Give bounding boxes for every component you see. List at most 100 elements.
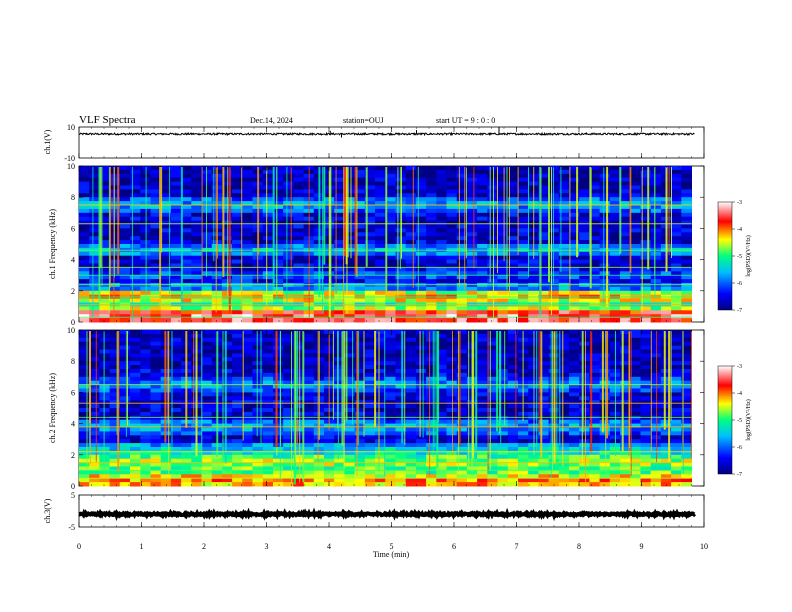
spectrogram-cell	[334, 286, 345, 292]
spectrogram-cell	[283, 283, 294, 288]
spectrogram-cell	[150, 404, 162, 409]
spectrogram-cell	[558, 169, 570, 175]
spectrogram-cell	[507, 337, 519, 343]
spectrogram-cell	[487, 400, 498, 405]
spectrogram-cell	[650, 478, 662, 483]
spectrogram-cell	[283, 454, 294, 460]
spectrogram-cell	[558, 392, 570, 397]
spectrogram-cell	[344, 197, 356, 202]
spectrogram-cell	[109, 419, 121, 425]
spectrogram-cell	[660, 404, 672, 409]
spectrogram-cell	[324, 462, 335, 467]
spectrogram-cell	[599, 208, 611, 214]
spectrogram-cell	[620, 177, 631, 183]
spectrogram-cell	[303, 470, 315, 475]
spectrogram-cell	[671, 411, 682, 417]
spectrogram-cell	[405, 212, 417, 218]
spectrogram-cell	[242, 173, 253, 179]
spectrogram-cell	[477, 372, 488, 378]
spectrogram-cell	[283, 478, 294, 483]
spectrogram-cell	[589, 376, 601, 382]
spectrogram-cell	[283, 290, 294, 296]
spectrogram-cell	[344, 169, 356, 175]
spectrogram-cell	[650, 392, 662, 397]
spectrogram-cell	[262, 349, 274, 354]
spectrogram-cell	[579, 197, 590, 202]
spectrogram-cell	[456, 419, 468, 425]
spectrogram-cell	[660, 419, 672, 425]
spectrogram-cell	[630, 396, 641, 401]
spectrogram-cell	[211, 458, 223, 464]
spectrogram-cell	[232, 419, 243, 425]
spectrogram-cell	[630, 408, 641, 413]
spectrogram-cell	[415, 263, 427, 268]
spectrogram-cell	[630, 330, 641, 335]
spectrogram-cell	[446, 427, 458, 432]
spectrogram-cell	[181, 447, 192, 452]
spectrogram-cell	[446, 404, 458, 409]
spectrogram-cell	[630, 419, 641, 425]
spectrogram-cell	[109, 474, 121, 479]
spectrogram-cell	[569, 201, 580, 206]
spectrogram-cell	[599, 396, 611, 401]
spectrogram-cell	[181, 474, 192, 479]
spectrogram-cell	[620, 439, 631, 444]
spectrogram-cell	[660, 286, 672, 292]
spectrogram-cell	[436, 169, 447, 175]
spectrogram-cell	[334, 462, 345, 467]
spectrogram-cell	[119, 189, 131, 194]
spectrogram-cell	[405, 279, 417, 284]
spectrogram-cell	[487, 173, 498, 179]
spectrogram-cell	[650, 466, 662, 471]
spectrogram-cell	[130, 400, 141, 405]
spectrogram-cell	[99, 478, 111, 483]
spectrogram-cell	[579, 333, 590, 339]
spectrogram-cell	[477, 411, 488, 417]
spectrogram-cell	[160, 236, 172, 241]
spectrogram-cell	[620, 388, 631, 393]
spectrogram-cell	[630, 369, 641, 374]
spectrogram-cell	[620, 357, 631, 362]
spectrogram-cell	[609, 259, 621, 264]
spectrogram-cell	[681, 205, 692, 210]
spectrogram-cell	[405, 251, 417, 257]
spectrogram-cell	[242, 298, 253, 303]
spectrogram-cell	[140, 349, 151, 354]
spectrogram-cell	[283, 286, 294, 292]
spectrogram-cell	[201, 380, 213, 386]
spectrogram-cell	[681, 478, 692, 483]
spectrogram-cell	[344, 189, 356, 194]
spectrogram-cell	[415, 431, 427, 436]
spectrogram-cell	[262, 411, 274, 417]
spectrogram-cell	[79, 400, 90, 405]
spectrogram-cell	[344, 267, 356, 272]
spectrogram-cell	[456, 482, 468, 487]
spectrogram-cell	[477, 271, 488, 276]
spectrogram-cell	[436, 205, 447, 210]
spectrogram-cell	[232, 435, 243, 440]
spectrogram-cell	[538, 454, 550, 460]
spectrogram-cell	[252, 450, 264, 456]
spectrogram-cell	[252, 411, 264, 417]
spectrogram-cell	[487, 435, 498, 440]
spectrogram-cell	[640, 333, 652, 339]
spectrogram-cell	[262, 447, 274, 452]
spectrogram-cell	[303, 435, 315, 440]
spectrogram-cell	[89, 181, 100, 186]
spectrogram-cell	[364, 408, 376, 413]
spectrogram-cell	[313, 454, 325, 460]
spectrogram-cell	[507, 462, 519, 467]
spectrogram-cell	[620, 236, 631, 241]
spectrogram-cell	[119, 310, 131, 315]
spectrogram-cell	[660, 279, 672, 284]
spectrogram-cell	[211, 279, 223, 284]
spectrogram-cell	[650, 228, 662, 233]
spectrogram-cell	[487, 244, 498, 249]
y-tick-label: -10	[64, 154, 75, 163]
spectrogram-cell	[242, 228, 253, 233]
spectrogram-cell	[599, 361, 611, 366]
spectrogram-cell	[620, 205, 631, 210]
spectrogram-cell	[415, 478, 427, 483]
spectrogram-cell	[364, 244, 376, 249]
spectrogram-cell	[242, 232, 253, 237]
